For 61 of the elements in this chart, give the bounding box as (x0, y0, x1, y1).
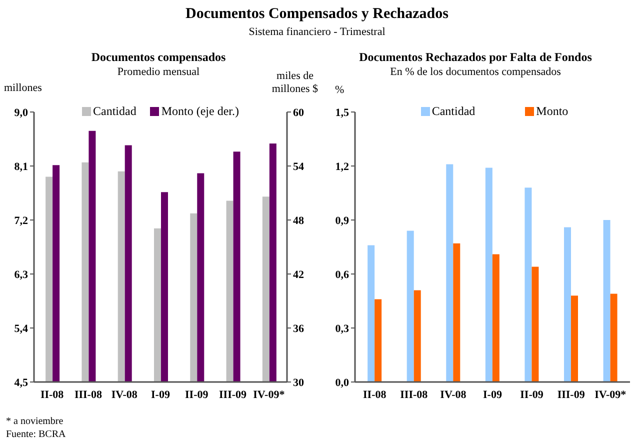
x-tick-label: II-08 (40, 388, 64, 401)
y-tick-label: 5,4 (14, 322, 28, 335)
chart-title: Documentos Rechazados por Falta de Fondos (358, 50, 593, 65)
chart-subtitle: Promedio mensual (117, 66, 200, 78)
x-tick-label: I-09 (483, 388, 502, 401)
bar (564, 227, 571, 382)
legend-label: Cantidad (430, 104, 476, 119)
x-tick-label: III-08 (74, 388, 102, 401)
x-tick-label: IV-08 (111, 388, 138, 401)
text: Sistema financiero - Trimestral (248, 26, 386, 38)
source-note: Fuente: BCRA (6, 429, 66, 440)
x-tick-label: IV-08 (440, 388, 467, 401)
bar (524, 188, 532, 382)
y-tick-label: 1,2 (335, 160, 350, 173)
legend-label: Monto (eje der.) (160, 104, 239, 119)
bar (374, 299, 382, 382)
y2-tick-label: 42 (293, 268, 304, 281)
x-tick-label: II-09 (185, 388, 209, 401)
x-tick-label: II-09 (520, 388, 544, 401)
x-tick-label: III-09 (557, 388, 586, 401)
bar (453, 243, 460, 382)
y2-axis-title: miles de millones $ (270, 70, 320, 96)
x-tick-label: IV-09* (594, 388, 627, 401)
bar (368, 245, 375, 382)
legend-label: Cantidad (92, 104, 136, 119)
bar (414, 290, 421, 382)
text: Documentos Compensados y Rechazados (184, 6, 450, 23)
y2-tick-label: 30 (293, 376, 304, 389)
x-tick-label: II-08 (363, 388, 387, 401)
y-tick-label: 6,3 (14, 268, 28, 281)
y-tick-label: 0,3 (335, 322, 350, 335)
bar (571, 296, 578, 382)
chart-subtitle: En % de los documentos compensados (389, 66, 562, 78)
y-tick-label: 9,0 (14, 106, 28, 119)
x-tick-label: IV-09* (253, 388, 286, 401)
x-tick-label: III-08 (400, 388, 428, 401)
y-tick-label: 1,5 (335, 106, 350, 119)
x-tick-label: I-09 (151, 388, 170, 401)
chart-title: Documentos compensados (90, 50, 227, 65)
bar (603, 220, 610, 382)
y-tick-label: 8,1 (14, 160, 28, 173)
y-tick-label: 0,0 (335, 376, 350, 389)
y-tick-label: 7,2 (14, 214, 28, 227)
y2-tick-label: 36 (293, 322, 304, 335)
bar (485, 168, 492, 382)
bar (532, 266, 539, 382)
y-axis-title: millones (4, 82, 42, 94)
y2-tick-label: 48 (293, 214, 304, 227)
bar (446, 164, 454, 382)
y-tick-label: 4,5 (14, 376, 28, 389)
bar (406, 230, 414, 382)
y2-tick-label: 60 (293, 106, 304, 119)
x-tick-label: III-09 (219, 388, 248, 401)
y-tick-label: 0,9 (335, 214, 350, 227)
y-tick-label: 0,6 (335, 268, 350, 281)
y2-tick-label: 54 (293, 160, 304, 173)
text: * a noviembre (6, 416, 64, 427)
legend-label: Monto (535, 104, 568, 119)
bar (610, 294, 618, 382)
bar (492, 254, 500, 382)
y-axis-title: % (335, 84, 344, 96)
